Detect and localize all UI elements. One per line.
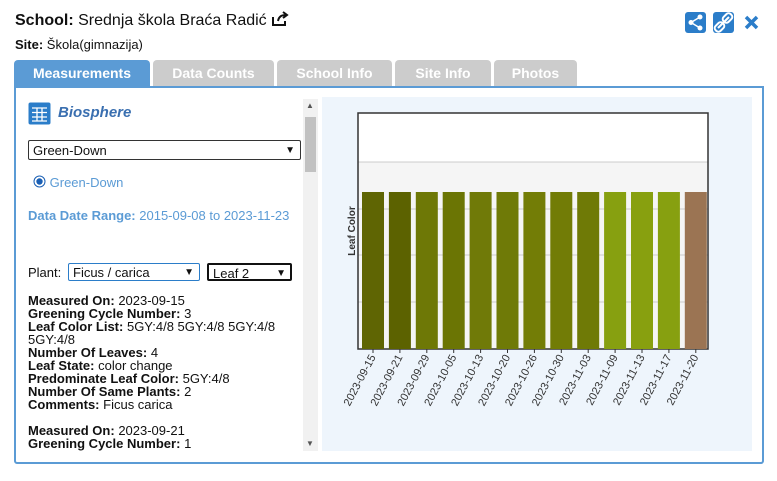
- chart: Leaf Color 2023-09-152023-09-212023-09-2…: [322, 97, 752, 451]
- record-field: Predominate Leaf Color: 5GY:4/8: [28, 372, 298, 385]
- field-label: Leaf State:: [28, 358, 95, 373]
- school-name[interactable]: Srednja škola Braća Radić: [78, 12, 267, 29]
- field-label: Number Of Leaves:: [28, 345, 148, 360]
- field-value: 5GY:4/8: [182, 371, 230, 386]
- field-label: Greening Cycle Number:: [28, 436, 181, 451]
- records: Measured On: 2023-09-15 Greening Cycle Nu…: [28, 294, 298, 450]
- school-label: School:: [15, 12, 74, 29]
- tab[interactable]: Photos: [494, 60, 577, 86]
- field-value: 2: [184, 384, 192, 399]
- date-range-label: Data Date Range:: [28, 208, 136, 223]
- open-icon[interactable]: [271, 11, 289, 27]
- protocol-select[interactable]: Green-Down ▼: [28, 140, 301, 160]
- field-value: 2023-09-15: [118, 293, 185, 308]
- record-field: Greening Cycle Number: 1: [28, 437, 298, 450]
- field-label: Measured On:: [28, 423, 115, 438]
- close-button[interactable]: [744, 15, 759, 30]
- bar: [577, 192, 600, 349]
- leaf-select-value: Leaf 2: [213, 266, 250, 281]
- bar: [469, 192, 492, 349]
- leaf-select[interactable]: Leaf 2 ▼: [207, 263, 292, 281]
- bar: [684, 192, 707, 349]
- field-value: color change: [98, 358, 173, 373]
- protocol-select-value: Green-Down: [33, 143, 107, 158]
- tab[interactable]: Site Info: [395, 60, 491, 86]
- bar: [415, 192, 438, 349]
- record-field: Measured On: 2023-09-21: [28, 424, 298, 437]
- record: Measured On: 2023-09-15 Greening Cycle Nu…: [28, 294, 298, 411]
- field-value: 4: [150, 345, 159, 360]
- site-label: Site:: [15, 37, 44, 52]
- record-field: Number Of Same Plants: 2: [28, 385, 298, 398]
- record-field: Leaf State: color change: [28, 359, 298, 372]
- record-field: Measured On: 2023-09-15: [28, 294, 298, 307]
- date-range: Data Date Range: 2015-09-08 to 2023-11-2…: [28, 204, 304, 227]
- scrollbar[interactable]: ▲ ▼: [303, 99, 318, 451]
- bar: [657, 192, 680, 349]
- site-line: Site: Škola(gimnazija): [15, 37, 143, 52]
- bar: [523, 192, 546, 349]
- field-value: Ficus carica: [103, 397, 173, 412]
- bar: [550, 192, 573, 349]
- field-label: Number Of Same Plants:: [28, 384, 181, 399]
- school-line: School: Srednja škola Braća Radić: [15, 11, 289, 30]
- bar: [631, 192, 653, 349]
- record: Measured On: 2023-09-21 Greening Cycle Nu…: [28, 424, 298, 450]
- date-range-value: 2015-09-08 to 2023-11-23: [139, 208, 290, 223]
- header-icons: [685, 12, 759, 33]
- field-label: Greening Cycle Number:: [28, 306, 181, 321]
- grid-icon: [28, 102, 51, 128]
- y-axis-label: Leaf Color: [347, 206, 358, 256]
- bar: [496, 192, 519, 349]
- field-value: 5GY:4/8 5GY:4/8 5GY:4/8 5GY:4/8: [28, 319, 276, 347]
- plant-select[interactable]: Ficus / carica ▼: [68, 263, 200, 281]
- plant-select-value: Ficus / carica: [73, 265, 150, 280]
- tab[interactable]: Measurements: [14, 60, 150, 86]
- bar: [604, 192, 627, 349]
- tab[interactable]: Data Counts: [153, 60, 274, 86]
- field-value: 3: [184, 306, 192, 321]
- left-panel: Biosphere Green-Down ▼ Green-Down Data Da…: [22, 97, 304, 451]
- share-button[interactable]: [685, 12, 706, 33]
- site-name: Škola(gimnazija): [46, 37, 143, 52]
- field-label: Comments:: [28, 397, 100, 412]
- radio-option[interactable]: Green-Down: [33, 175, 123, 190]
- record-field: Leaf Color List: 5GY:4/8 5GY:4/8 5GY:4/8…: [28, 320, 298, 346]
- link-button[interactable]: [713, 12, 734, 33]
- record-field: Number Of Leaves: 4: [28, 346, 298, 359]
- field-value: 2023-09-21: [118, 423, 185, 438]
- bar: [442, 192, 465, 349]
- field-label: Measured On:: [28, 293, 115, 308]
- field-value: 1: [184, 436, 192, 451]
- panel-title: Biosphere: [58, 104, 132, 121]
- record-field: Comments: Ficus carica: [28, 398, 298, 411]
- dialog-body: [14, 86, 764, 464]
- bar: [388, 192, 411, 349]
- plant-label: Plant:: [28, 265, 62, 280]
- field-label: Leaf Color List:: [28, 319, 124, 334]
- bar: [362, 192, 384, 349]
- tab[interactable]: School Info: [277, 60, 392, 86]
- field-label: Predominate Leaf Color:: [28, 371, 179, 386]
- radio-label: Green-Down: [49, 175, 124, 190]
- record-field: Greening Cycle Number: 3: [28, 307, 298, 320]
